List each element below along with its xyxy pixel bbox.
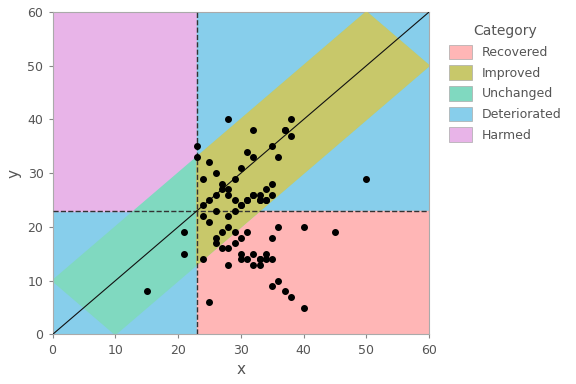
Point — [249, 192, 258, 198]
Point — [249, 154, 258, 160]
Point — [249, 251, 258, 257]
Point — [223, 186, 233, 192]
Point — [205, 299, 214, 305]
Point — [192, 154, 202, 160]
Point — [211, 235, 221, 241]
Point — [180, 251, 189, 257]
Point — [205, 197, 214, 203]
Point — [255, 256, 264, 262]
Point — [211, 192, 221, 198]
Point — [299, 224, 308, 230]
Point — [230, 229, 239, 235]
Point — [217, 186, 226, 192]
Point — [262, 251, 271, 257]
Point — [236, 235, 245, 241]
Point — [223, 213, 233, 219]
Point — [255, 256, 264, 262]
Polygon shape — [52, 12, 197, 211]
Y-axis label: y: y — [7, 169, 22, 178]
Point — [230, 175, 239, 182]
Point — [217, 245, 226, 252]
Polygon shape — [52, 211, 197, 334]
Point — [255, 197, 264, 203]
Point — [236, 165, 245, 171]
Point — [331, 229, 340, 235]
Point — [223, 192, 233, 198]
Point — [217, 181, 226, 187]
Point — [362, 175, 371, 182]
Legend: Recovered, Improved, Unchanged, Deteriorated, Harmed: Recovered, Improved, Unchanged, Deterior… — [443, 18, 568, 148]
Point — [268, 235, 277, 241]
Point — [230, 197, 239, 203]
Point — [280, 288, 289, 295]
Point — [211, 208, 221, 214]
Point — [211, 240, 221, 246]
Point — [236, 202, 245, 209]
Point — [236, 251, 245, 257]
Point — [223, 224, 233, 230]
Point — [274, 154, 283, 160]
Point — [255, 197, 264, 203]
Point — [236, 256, 245, 262]
Point — [262, 197, 271, 203]
Point — [242, 256, 252, 262]
Point — [249, 127, 258, 133]
Polygon shape — [197, 12, 429, 265]
Point — [223, 245, 233, 252]
Point — [249, 262, 258, 268]
Point — [274, 224, 283, 230]
Point — [223, 116, 233, 122]
Polygon shape — [197, 12, 429, 211]
Point — [286, 132, 295, 139]
Point — [242, 149, 252, 155]
Point — [242, 197, 252, 203]
Point — [199, 213, 208, 219]
Point — [299, 305, 308, 311]
X-axis label: x: x — [236, 362, 245, 377]
Point — [205, 218, 214, 225]
Point — [262, 256, 271, 262]
Point — [286, 116, 295, 122]
Point — [280, 127, 289, 133]
Point — [274, 278, 283, 284]
Point — [268, 256, 277, 262]
Point — [249, 192, 258, 198]
Point — [268, 181, 277, 187]
Point — [262, 197, 271, 203]
Point — [223, 262, 233, 268]
Point — [199, 175, 208, 182]
Point — [255, 192, 264, 198]
Point — [211, 170, 221, 176]
Point — [255, 262, 264, 268]
Point — [217, 229, 226, 235]
Point — [142, 288, 151, 295]
Point — [262, 186, 271, 192]
Point — [242, 229, 252, 235]
Point — [199, 202, 208, 209]
Point — [268, 192, 277, 198]
Point — [199, 256, 208, 262]
Polygon shape — [197, 211, 429, 334]
Point — [280, 127, 289, 133]
Point — [180, 229, 189, 235]
Point — [268, 143, 277, 149]
Point — [236, 202, 245, 209]
Point — [192, 143, 202, 149]
Point — [242, 197, 252, 203]
Point — [286, 294, 295, 300]
Polygon shape — [52, 12, 429, 334]
Point — [205, 159, 214, 166]
Point — [268, 283, 277, 289]
Point — [230, 240, 239, 246]
Point — [230, 208, 239, 214]
